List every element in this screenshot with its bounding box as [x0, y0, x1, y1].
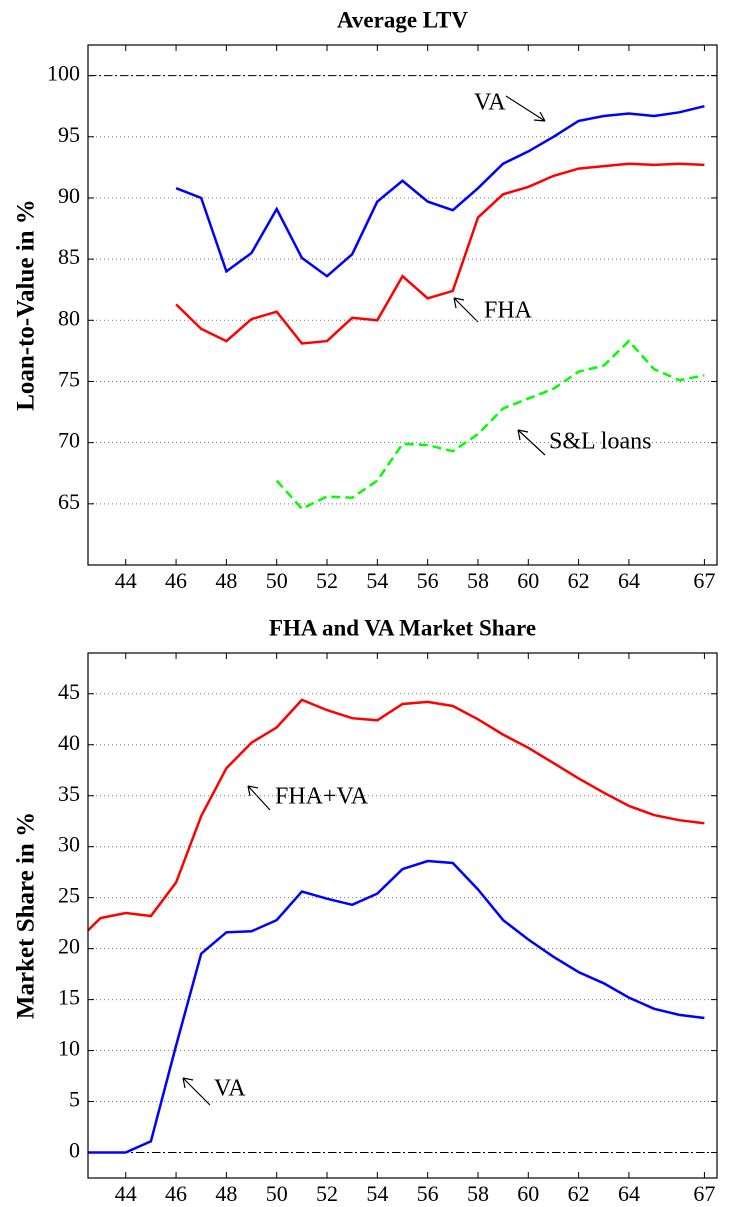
y-axis-label: Market Share in % — [13, 812, 40, 1019]
chart-title: Average LTV — [337, 7, 468, 32]
series-line — [87, 698, 705, 932]
arrow — [247, 785, 271, 811]
x-tick-label: 52 — [316, 568, 338, 593]
y-tick-label: 15 — [58, 985, 80, 1010]
y-tick-label: 40 — [58, 730, 80, 755]
x-tick-label: 58 — [467, 568, 489, 593]
y-tick-label: 25 — [58, 883, 80, 908]
x-tick-label: 60 — [517, 568, 539, 593]
x-tick-label: 62 — [568, 1181, 590, 1206]
y-tick-label: 75 — [58, 367, 80, 392]
x-tick-label: 60 — [517, 1181, 539, 1206]
y-tick-label: 10 — [58, 1036, 80, 1061]
plot-frame — [87, 44, 718, 566]
y-tick-label: 85 — [58, 244, 80, 269]
annotation: S&L loans — [549, 429, 651, 455]
annotation: FHA — [484, 298, 533, 324]
x-tick-label: 54 — [366, 1181, 388, 1206]
y-tick-label: 45 — [58, 679, 80, 704]
annotation: VA — [474, 90, 506, 116]
y-tick-label: 20 — [58, 934, 80, 959]
series-line — [275, 339, 705, 511]
x-tick-label: 67 — [693, 1181, 715, 1206]
y-tick-label: 70 — [58, 428, 80, 453]
x-tick-label: 44 — [115, 568, 137, 593]
annotation-arrows — [182, 95, 546, 1106]
x-tick-label: 44 — [115, 1181, 137, 1206]
annotation: FHA+VA — [275, 784, 369, 810]
x-tick-label: 50 — [266, 1181, 288, 1206]
y-tick-label: 90 — [58, 183, 80, 208]
y-tick-label: 100 — [47, 61, 80, 86]
y-tick-label: 80 — [58, 305, 80, 330]
x-tick-label: 50 — [266, 568, 288, 593]
x-tick-label: 46 — [165, 1181, 187, 1206]
x-tick-label: 64 — [618, 1181, 640, 1206]
x-tick-label: 56 — [417, 1181, 439, 1206]
series-line — [88, 859, 705, 1154]
y-tick-label: 65 — [58, 489, 80, 514]
y-tick-label: 35 — [58, 781, 80, 806]
x-tick-label: 64 — [618, 568, 640, 593]
y-tick-label: 30 — [58, 832, 80, 857]
x-tick-label: 54 — [366, 568, 388, 593]
chart-title: FHA and VA Market Share — [269, 615, 536, 640]
plot-frame — [87, 652, 718, 1179]
x-tick-label: 46 — [165, 568, 187, 593]
series-line — [175, 162, 705, 345]
y-tick-label: 95 — [58, 122, 80, 147]
arrow — [517, 429, 546, 456]
y-tick-label: 0 — [69, 1138, 80, 1163]
x-tick-label: 48 — [215, 568, 237, 593]
arrow — [453, 297, 479, 323]
arrow — [182, 1077, 211, 1106]
y-tick-label: 5 — [69, 1087, 80, 1112]
x-tick-label: 58 — [467, 1181, 489, 1206]
x-tick-label: 56 — [417, 568, 439, 593]
x-tick-label: 48 — [215, 1181, 237, 1206]
x-tick-label: 62 — [568, 568, 590, 593]
x-tick-label: 52 — [316, 1181, 338, 1206]
arrow — [505, 95, 546, 122]
series-line — [175, 104, 705, 278]
annotation: VA — [214, 1076, 246, 1102]
y-axis-label: Loan-to-Value in % — [13, 199, 40, 411]
x-tick-label: 67 — [693, 568, 715, 593]
